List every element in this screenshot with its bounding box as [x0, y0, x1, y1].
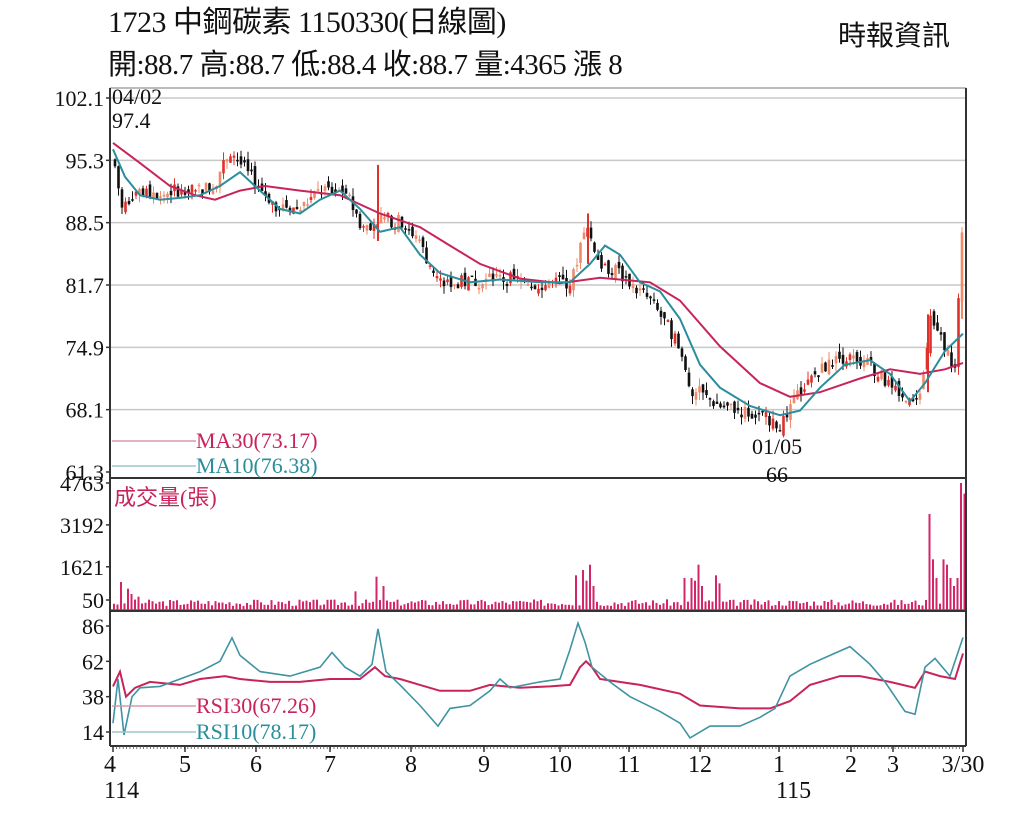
low-value-annotation: 66 [766, 462, 788, 487]
x-tick-label: 8 [405, 752, 417, 778]
price-tick-label: 68.1 [66, 398, 105, 423]
rsi30-legend: RSI30(67.26) [112, 693, 316, 718]
volume-tick-label: 4763 [60, 471, 104, 496]
x-tick-label: 1 [773, 752, 785, 778]
rsi-tick-label: 62 [82, 649, 104, 674]
x-tick-label: 10 [548, 752, 572, 778]
ohlc-summary: 開:88.7 高:88.7 低:88.4 收:88.7 量:4365 漲 8 [108, 49, 623, 81]
price-axis-labels: 102.1 95.3 88.5 81.7 74.9 68.1 61.3 [55, 86, 110, 485]
year-label: 114 [104, 778, 139, 804]
candlestick-series [113, 150, 964, 438]
price-panel [110, 87, 966, 411]
x-tick-label: 5 [179, 752, 191, 778]
volume-tick-label: 50 [82, 588, 104, 613]
price-tick-label: 74.9 [66, 335, 105, 360]
ma30-line [112, 142, 964, 398]
price-tick-label: 95.3 [66, 148, 105, 173]
x-tick-label: 2 [845, 752, 857, 778]
x-tick-label: 4 [104, 752, 116, 778]
source-label: 時報資訊 [838, 19, 951, 52]
ma10-line [112, 148, 964, 417]
high-value-annotation: 97.4 [112, 108, 151, 133]
volume-title: 成交量(張) [114, 485, 217, 510]
rsi10-line [112, 620, 964, 739]
x-tick-label: 3 [887, 752, 899, 778]
price-tick-label: 88.5 [66, 211, 105, 236]
rsi30-line [112, 653, 964, 710]
svg-text:RSI10(78.17): RSI10(78.17) [196, 719, 316, 744]
volume-tick-label: 1621 [60, 555, 104, 580]
high-date-annotation: 04/02 [112, 84, 162, 109]
rsi10-legend: RSI10(78.17) [112, 719, 316, 744]
ma10-legend: MA10(76.38) [112, 453, 318, 478]
volume-tick-label: 3192 [60, 513, 104, 538]
year-label: 115 [776, 778, 811, 804]
rsi-tick-label: 38 [82, 685, 104, 710]
x-tick-label: 7 [324, 752, 336, 778]
volume-bars [110, 483, 966, 611]
svg-text:MA30(73.17): MA30(73.17) [196, 428, 318, 453]
x-minor-ticks [112, 746, 964, 749]
x-tick-label: 12 [688, 752, 712, 778]
x-tick-label: 3/30 [942, 752, 985, 778]
svg-text:RSI30(67.26): RSI30(67.26) [196, 693, 316, 718]
x-tick-label: 11 [617, 752, 640, 778]
svg-text:MA10(76.38): MA10(76.38) [196, 453, 318, 478]
x-tick-label: 6 [250, 752, 262, 778]
volume-axis-labels: 4763 3192 1621 50 [60, 471, 110, 613]
chart-title: 1723 中鋼碳素 1150330(日線圖) [108, 6, 506, 39]
price-gridlines [110, 97, 966, 411]
ma30-legend: MA30(73.17) [112, 428, 318, 453]
price-tick-label: 61.3 [66, 460, 105, 485]
x-tick-label: 9 [478, 752, 490, 778]
rsi-tick-label: 14 [82, 720, 104, 745]
low-date-annotation: 01/05 [752, 434, 802, 459]
price-tick-label: 81.7 [66, 273, 105, 298]
price-tick-label: 102.1 [55, 86, 105, 111]
rsi-axis-labels: 86 62 38 14 [82, 614, 110, 745]
rsi-tick-label: 86 [82, 614, 104, 639]
